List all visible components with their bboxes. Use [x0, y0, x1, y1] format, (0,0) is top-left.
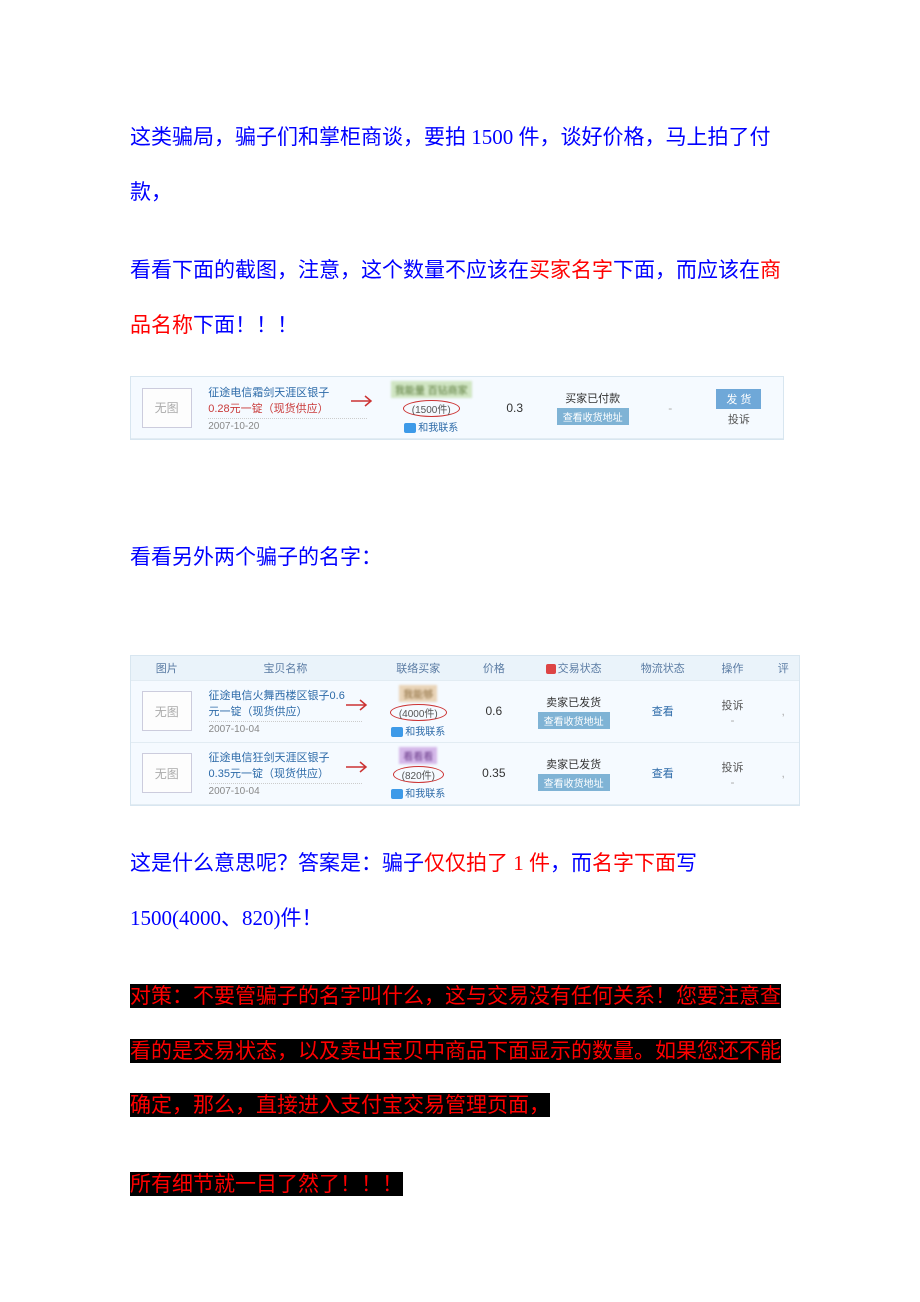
price: 0.3: [506, 401, 523, 415]
paragraph-1: 这类骗局，骗子们和掌柜商谈，要拍 1500 件，谈好价格，马上拍了付款，: [130, 110, 790, 219]
r2-title2: 0.35元一锭（现货供应）: [209, 765, 363, 781]
th-logistics: 物流状态: [628, 656, 698, 681]
trade-status: 买家已付款: [546, 390, 640, 406]
r1-qty: (4000件): [390, 704, 447, 721]
report-link: 投诉: [701, 411, 777, 427]
th-price: 价格: [468, 656, 519, 681]
noimg-placeholder: 无图: [142, 753, 192, 793]
p2c: 下面，而应该在: [613, 258, 760, 282]
document-body: 这类骗局，骗子们和掌柜商谈，要拍 1500 件，谈好价格，马上拍了付款， 看看下…: [0, 0, 920, 1296]
buyer-name-badge: 我能量 百钻商家: [391, 381, 472, 398]
r2-report: 投诉: [704, 759, 762, 775]
logistics-dash: -: [668, 401, 672, 415]
ship-button: 发 货: [716, 389, 761, 409]
r1-buyer: 我能够: [399, 685, 437, 702]
r1-view: 查看: [652, 706, 674, 718]
r1-date: 2007-10-04: [209, 721, 363, 735]
wangwang-icon: [404, 423, 416, 433]
p4a: 这是什么意思呢？答案是：骗子: [130, 851, 424, 875]
th-pic: 图片: [131, 656, 203, 681]
wangwang-icon: [391, 789, 403, 799]
quantity-oval: (1500件): [403, 400, 460, 417]
p2a: 看看下面的截图，注意，这个数量不应该在: [130, 258, 529, 282]
product-title-line2: 0.28元一锭（现货供应）: [208, 400, 367, 416]
noimg-placeholder: 无图: [142, 388, 192, 428]
th-status: 交易状态: [558, 663, 602, 675]
p2b: 买家名字: [529, 258, 613, 282]
th-op: 操作: [698, 656, 768, 681]
p4b: 仅仅拍了 1 件: [424, 851, 550, 875]
hl2-text: 所有细节就一目了然了！！！: [130, 1172, 403, 1196]
highlight-2: 所有细节就一目了然了！！！: [130, 1157, 790, 1212]
paragraph-4: 这是什么意思呢？答案是：骗子仅仅拍了 1 件，而名字下面写1500(4000、8…: [130, 836, 790, 945]
p2e: 下面！！！: [193, 313, 298, 337]
r1-status: 卖家已发货: [525, 694, 621, 710]
noimg-placeholder: 无图: [142, 691, 192, 731]
th-buyer: 联络买家: [368, 656, 468, 681]
r1-title1: 征途电信火舞西楼区银子0.6: [209, 687, 363, 703]
wangwang-icon: [391, 727, 403, 737]
r2-qty: (820件): [393, 766, 444, 783]
r2-contact: 和我联系: [405, 789, 445, 800]
r1-addr: 查看收货地址: [538, 712, 610, 729]
product-title-line1: 征途电信霜剑天涯区银子: [208, 384, 367, 400]
r2-status: 卖家已发货: [525, 756, 621, 772]
paragraph-2: 看看下面的截图，注意，这个数量不应该在买家名字下面，而应该在商品名称下面！！！: [130, 243, 790, 352]
th-rate: 评: [767, 656, 799, 681]
r1-report: 投诉: [704, 697, 762, 713]
r2-buyer: 看看看: [399, 747, 437, 764]
r2-date: 2007-10-04: [209, 783, 363, 797]
p4c: ，而: [550, 851, 592, 875]
r1-contact: 和我联系: [405, 727, 445, 738]
contact-link: 和我联系: [418, 423, 458, 434]
r2-price: 0.35: [482, 766, 505, 780]
p4d: 名字下面: [592, 851, 676, 875]
r2-view: 查看: [652, 768, 674, 780]
th-name: 宝贝名称: [203, 656, 369, 681]
paragraph-3: 看看另外两个骗子的名字：: [130, 530, 790, 585]
trade-status-icon: [546, 664, 556, 674]
r2-addr: 查看收货地址: [538, 774, 610, 791]
screenshot-2: 图片 宝贝名称 联络买家 价格 交易状态 物流状态 操作 评 无图 征途电信火舞…: [130, 655, 800, 806]
highlight-1: 对策：不要管骗子的名字叫什么，这与交易没有任何关系！您要注意查看的是交易状态，以…: [130, 969, 790, 1133]
r1-title2: 元一锭（现货供应）: [209, 703, 363, 719]
r1-price: 0.6: [485, 704, 502, 718]
r2-title1: 征途电信狂剑天涯区银子: [209, 749, 363, 765]
p3a: 看看另外两个骗子的名字：: [130, 545, 382, 569]
screenshot-1: 无图 征途电信霜剑天涯区银子 0.28元一锭（现货供应） 2007-10-20 …: [130, 376, 784, 440]
product-date: 2007-10-20: [208, 418, 367, 432]
para1-text: 这类骗局，骗子们和掌柜商谈，要拍 1500 件，谈好价格，马上拍了付款，: [130, 125, 771, 204]
hl1-text: 对策：不要管骗子的名字叫什么，这与交易没有任何关系！您要注意查看的是交易状态，以…: [130, 984, 781, 1117]
view-address-button: 查看收货地址: [557, 408, 629, 425]
